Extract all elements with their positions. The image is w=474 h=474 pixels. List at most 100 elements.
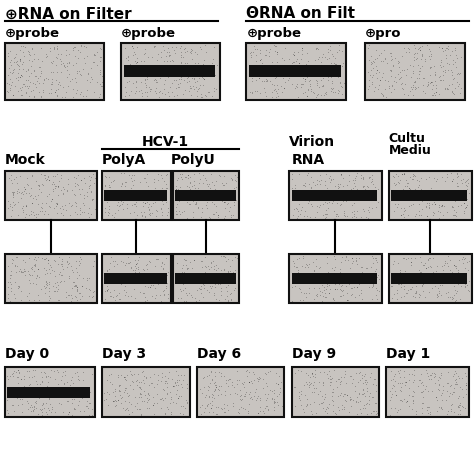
Point: [356, 273, 363, 280]
Point: [200, 69, 208, 76]
Point: [342, 197, 350, 204]
Point: [53, 366, 61, 374]
Point: [31, 405, 38, 412]
Point: [419, 262, 427, 269]
Point: [131, 262, 139, 270]
Point: [71, 395, 78, 403]
Point: [42, 392, 49, 400]
Point: [148, 292, 156, 299]
Point: [232, 196, 239, 203]
Point: [453, 274, 461, 282]
Point: [107, 371, 114, 378]
Point: [202, 92, 210, 100]
Point: [369, 59, 376, 66]
Point: [263, 46, 270, 54]
Point: [35, 182, 42, 189]
Point: [7, 212, 14, 220]
Point: [280, 65, 287, 73]
Point: [84, 386, 91, 393]
Point: [328, 374, 336, 382]
Bar: [5, 367, 95, 417]
Point: [69, 61, 77, 68]
Point: [210, 181, 218, 189]
Point: [419, 282, 426, 289]
Point: [412, 210, 420, 218]
Point: [212, 410, 220, 418]
Point: [433, 278, 440, 286]
Point: [127, 264, 135, 272]
Point: [439, 62, 447, 70]
Point: [150, 175, 157, 183]
Point: [24, 76, 32, 83]
Point: [202, 66, 210, 73]
Point: [172, 185, 180, 192]
Point: [197, 282, 205, 290]
Point: [19, 59, 27, 66]
Point: [359, 175, 366, 182]
Point: [146, 258, 154, 266]
Point: [373, 62, 380, 70]
Point: [275, 372, 283, 380]
Text: Day 3: Day 3: [102, 347, 146, 361]
Point: [450, 384, 458, 392]
Point: [431, 371, 438, 378]
Point: [196, 403, 204, 411]
Point: [220, 198, 228, 206]
Point: [319, 379, 327, 387]
Point: [241, 392, 248, 400]
Point: [4, 295, 11, 302]
Point: [284, 76, 292, 83]
Point: [132, 198, 139, 205]
Point: [134, 265, 142, 273]
Point: [215, 369, 222, 376]
Point: [145, 210, 153, 218]
Point: [307, 379, 315, 387]
Point: [291, 48, 298, 56]
Point: [224, 406, 231, 414]
Point: [32, 377, 39, 384]
Point: [252, 63, 260, 70]
Bar: [124, 65, 215, 77]
Point: [311, 181, 319, 189]
Point: [132, 264, 140, 272]
Point: [448, 268, 456, 275]
Point: [233, 380, 241, 388]
Point: [431, 70, 438, 78]
Point: [102, 173, 110, 181]
Point: [145, 206, 152, 213]
Point: [103, 279, 110, 287]
Point: [69, 46, 77, 54]
Point: [423, 275, 430, 283]
Point: [231, 284, 238, 292]
Point: [18, 375, 25, 383]
Point: [27, 401, 35, 409]
Point: [426, 410, 434, 418]
Point: [159, 184, 166, 192]
Point: [34, 74, 42, 82]
Point: [254, 392, 262, 400]
Point: [314, 91, 321, 99]
Point: [69, 85, 76, 93]
Point: [223, 287, 230, 294]
Point: [148, 61, 156, 69]
Point: [23, 67, 30, 74]
Point: [34, 265, 41, 273]
Point: [233, 376, 241, 384]
Point: [121, 282, 128, 290]
Point: [143, 404, 151, 412]
Point: [346, 264, 354, 272]
Point: [461, 178, 468, 186]
Point: [327, 378, 335, 385]
Point: [410, 396, 417, 403]
Point: [455, 69, 462, 77]
Point: [432, 193, 440, 201]
Point: [318, 63, 325, 71]
Point: [438, 173, 446, 181]
Point: [321, 407, 329, 415]
Point: [9, 189, 17, 196]
Point: [212, 85, 220, 93]
Point: [363, 273, 370, 281]
Point: [205, 392, 213, 400]
Point: [317, 292, 324, 299]
Point: [184, 171, 191, 179]
